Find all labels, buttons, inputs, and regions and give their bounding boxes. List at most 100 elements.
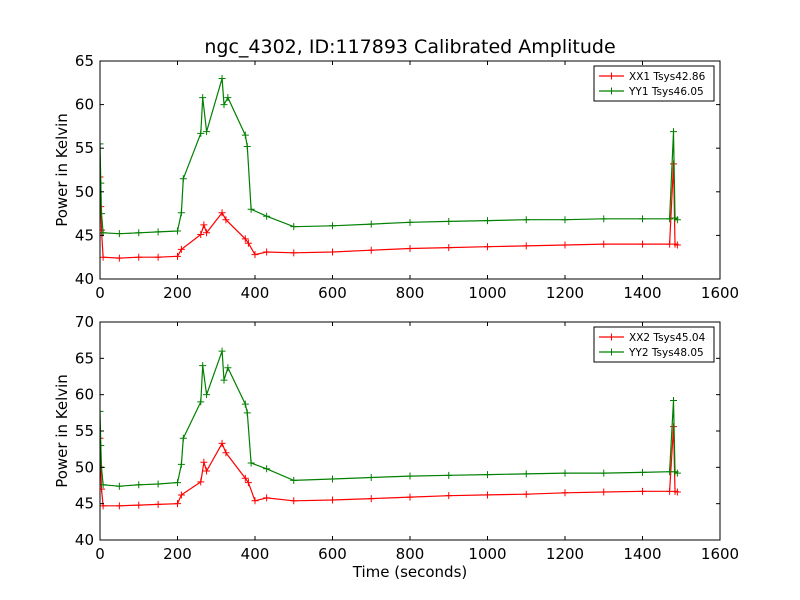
y-tick-label: 65 (75, 349, 94, 367)
x-tick-label: 800 (396, 545, 425, 563)
y-axis-label: Power in Kelvin (53, 374, 71, 488)
x-tick-label: 400 (241, 284, 270, 302)
data-point (251, 497, 259, 505)
plot-area (100, 74, 681, 262)
data-point (100, 140, 104, 148)
data-point (197, 129, 205, 137)
data-point (203, 128, 211, 136)
data-point (115, 502, 123, 510)
y-tick-label: 50 (75, 183, 94, 201)
data-point (179, 434, 187, 442)
data-point (600, 240, 608, 248)
data-point (561, 216, 569, 224)
data-point (224, 94, 232, 102)
data-point (445, 217, 453, 225)
data-point (174, 479, 181, 487)
x-tick-label: 1400 (623, 545, 661, 563)
legend-box (593, 326, 715, 363)
data-point (100, 434, 104, 442)
data-point (367, 246, 375, 254)
data-point (199, 362, 207, 370)
subplot-bottom: 0 200 400 600 800 1000 1200 1400 1600 40 45 50 55 60 6… (53, 313, 739, 581)
data-point (100, 253, 107, 261)
data-point (367, 220, 375, 228)
data-point (561, 241, 569, 249)
data-point (179, 175, 187, 183)
data-point (522, 216, 530, 224)
legend-label: XX2 Tsys45.04 (629, 332, 706, 344)
data-point (218, 439, 226, 447)
data-point (241, 235, 249, 243)
data-point (445, 471, 453, 479)
data-point (115, 230, 123, 238)
data-point (135, 229, 143, 237)
y-tick-label: 70 (75, 313, 94, 331)
data-point (600, 215, 608, 223)
legend-marker (608, 87, 615, 95)
data-point (203, 229, 211, 237)
legend-marker (608, 333, 615, 341)
data-point (290, 476, 298, 484)
data-point (100, 407, 104, 415)
data-point (666, 215, 674, 223)
data-point (247, 459, 255, 467)
legend-marker (608, 72, 615, 80)
data-point (135, 501, 143, 509)
data-point (670, 396, 677, 404)
data-point (177, 460, 185, 468)
data-point (154, 500, 162, 508)
data-point (484, 471, 491, 479)
data-point (290, 223, 298, 231)
y-tick-label: 60 (75, 96, 94, 114)
x-tick-label: 1000 (468, 545, 506, 563)
data-point (241, 400, 249, 408)
y-tick-label: 55 (75, 422, 94, 440)
data-point (522, 242, 530, 250)
data-point (445, 492, 453, 500)
data-point (329, 248, 336, 256)
data-point (177, 209, 185, 217)
data-point (100, 173, 104, 181)
x-tick-label: 400 (241, 545, 270, 563)
y-tick-label: 65 (75, 52, 94, 70)
data-point (263, 248, 271, 256)
x-tick-label: 0 (95, 284, 105, 302)
data-point (561, 489, 569, 497)
data-point (100, 210, 106, 218)
data-point (673, 488, 681, 496)
x-tick-label: 1200 (546, 284, 584, 302)
data-point (154, 480, 162, 488)
data-point (290, 497, 298, 505)
data-point (100, 442, 105, 450)
x-tick-label: 200 (163, 284, 192, 302)
y-tick-label: 55 (75, 139, 94, 157)
x-tick-label: 1000 (468, 284, 506, 302)
y-axis-label: Power in Kelvin (53, 113, 71, 227)
data-point (241, 474, 249, 482)
data-point (244, 239, 252, 247)
legend-label: YY1 Tsys46.05 (628, 86, 704, 98)
y-tick-label: 60 (75, 386, 94, 404)
legend-box (593, 65, 715, 102)
data-point (290, 249, 298, 257)
data-point (263, 465, 271, 473)
series-line-yy (100, 78, 678, 235)
x-tick-label: 1400 (623, 284, 661, 302)
x-tick-label: 600 (318, 545, 347, 563)
data-point (115, 482, 123, 490)
data-point (218, 74, 226, 82)
data-point (263, 494, 271, 502)
data-point (522, 470, 530, 478)
x-tick-label: 800 (396, 284, 425, 302)
data-point (100, 179, 105, 187)
data-point (154, 228, 162, 236)
chart-title: ngc_4302, ID:117893 Calibrated Amplitude (204, 36, 615, 58)
data-point (224, 364, 232, 372)
legend: XX1 Tsys42.86 YY1 Tsys46.05 (593, 65, 715, 102)
data-point (222, 216, 230, 224)
data-point (406, 493, 414, 501)
x-tick-label: 1600 (701, 545, 739, 563)
data-point (220, 376, 228, 384)
data-point (222, 449, 230, 457)
